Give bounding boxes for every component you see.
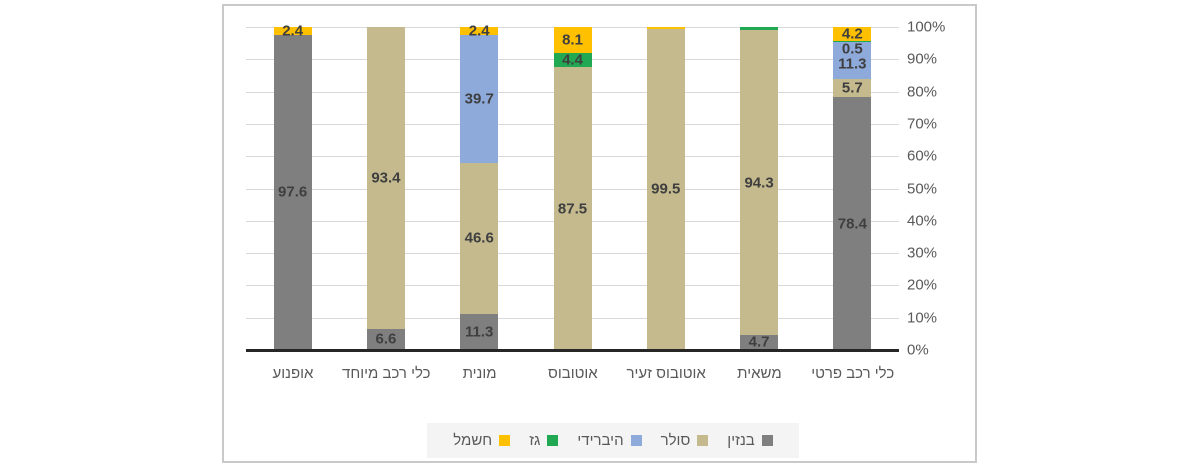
segment-סולר xyxy=(460,163,499,314)
segment-חשמל xyxy=(273,27,312,35)
category-label: כלי רכב מיוחד xyxy=(342,365,431,382)
y-tick-label: 90% xyxy=(907,50,938,68)
y-tick-label: 10% xyxy=(907,309,938,327)
segment-גז xyxy=(833,40,872,43)
data-label: 46.6 xyxy=(464,229,494,247)
stacked-bar-2: 2.4 39.7 46.6 11.3 xyxy=(460,23,499,350)
segment-סולר xyxy=(646,28,685,350)
data-label: 87.5 xyxy=(557,200,588,218)
category-label: אוטובוס זעיר xyxy=(626,365,706,382)
legend-swatch-icon xyxy=(697,435,709,446)
segment-בנזין xyxy=(460,313,499,350)
y-tick-label: 30% xyxy=(907,244,938,262)
segment-בנזין xyxy=(833,97,872,350)
category-label: כלי רכב פרטי xyxy=(811,365,895,382)
category-label: מונית xyxy=(462,365,497,382)
data-label: 93.4 xyxy=(371,169,401,187)
segment-חשמל xyxy=(460,27,499,35)
segment-בנזין xyxy=(273,34,312,350)
legend-swatch-icon xyxy=(761,435,773,446)
segment-גז xyxy=(740,27,779,31)
legend-label: סולר xyxy=(660,432,691,449)
category-label: אוטובוס xyxy=(547,365,598,382)
legend-label: היברידי xyxy=(577,432,624,449)
legend-item-סולר: סולר xyxy=(661,433,709,448)
y-tick-label: 100% xyxy=(907,18,946,36)
data-label: 4.7 xyxy=(748,333,770,351)
data-label: 11.3 xyxy=(838,55,867,73)
chart-container: 2.4 97.6 93.4 6.6 2.4 39.7 46.6 11.3 8.1 4.4 87.5 9… xyxy=(222,4,977,463)
legend: בנזין סולר היברידי גז חשמל xyxy=(427,423,799,458)
y-tick-label: 0% xyxy=(907,341,929,359)
legend-item-חשמל: חשמל xyxy=(453,432,511,449)
legend-label: בנזין xyxy=(727,432,755,449)
stacked-bar-6: 4.2 0.5 11.3 5.7 78.4 xyxy=(833,25,872,350)
segment-חשמל xyxy=(646,27,685,29)
stacked-bar-0: 2.4 97.6 xyxy=(273,23,312,350)
segment-חשמל xyxy=(833,27,872,41)
segment-סולר xyxy=(553,67,592,350)
x-axis-line xyxy=(246,349,899,352)
stacked-bar-5: 94.3 4.7 xyxy=(740,27,779,351)
data-label: 94.3 xyxy=(744,174,774,192)
data-label: 5.7 xyxy=(841,79,863,97)
y-tick-label: 40% xyxy=(907,212,938,230)
data-label: 4.4 xyxy=(562,51,583,69)
data-label: 0.5 xyxy=(841,40,863,58)
data-label: 11.3 xyxy=(465,323,494,341)
y-tick-label: 50% xyxy=(907,180,938,197)
segment-סולר xyxy=(833,78,872,98)
y-tick-label: 70% xyxy=(907,115,938,133)
legend-swatch-icon xyxy=(630,435,642,446)
data-label: 99.5 xyxy=(651,180,681,198)
data-label: 78.4 xyxy=(837,215,867,233)
segment-חשמל xyxy=(553,27,592,54)
legend-swatch-icon xyxy=(499,435,511,446)
data-label: 39.7 xyxy=(464,90,494,108)
stacked-bar-3: 8.1 4.4 87.5 xyxy=(553,27,592,350)
legend-label: חשמל xyxy=(453,432,493,449)
stacked-bar-1: 93.4 6.6 xyxy=(366,27,405,350)
legend-item-בנזין: בנזין xyxy=(727,432,773,449)
legend-item-היברידי: היברידי xyxy=(577,432,642,449)
data-label: 8.1 xyxy=(562,31,583,49)
y-tick-label: 60% xyxy=(907,147,938,165)
stacked-bar-4: 99.5 xyxy=(646,27,685,350)
segment-היברידי xyxy=(460,34,499,163)
segment-גז xyxy=(553,53,592,68)
y-tick-label: 80% xyxy=(907,83,938,101)
data-label: 6.6 xyxy=(375,330,397,348)
data-label: 2.4 xyxy=(282,22,304,40)
segment-בנזין xyxy=(740,334,779,350)
legend-label: גז xyxy=(529,432,541,449)
category-label: משאית xyxy=(737,365,782,382)
plot-area: 2.4 97.6 93.4 6.6 2.4 39.7 46.6 11.3 8.1 4.4 87.5 9… xyxy=(246,23,899,351)
data-label: 2.4 xyxy=(468,22,490,40)
legend-swatch-icon xyxy=(547,435,559,446)
y-tick-label: 20% xyxy=(907,276,938,294)
segment-בנזין xyxy=(366,328,405,350)
segment-סולר xyxy=(740,30,779,335)
legend-item-גז: גז xyxy=(529,432,559,449)
data-label: 97.6 xyxy=(278,183,308,201)
segment-היברידי xyxy=(833,42,872,79)
category-label: אופנוע xyxy=(272,365,314,382)
segment-סולר xyxy=(366,27,405,329)
data-label: 4.2 xyxy=(841,25,863,43)
